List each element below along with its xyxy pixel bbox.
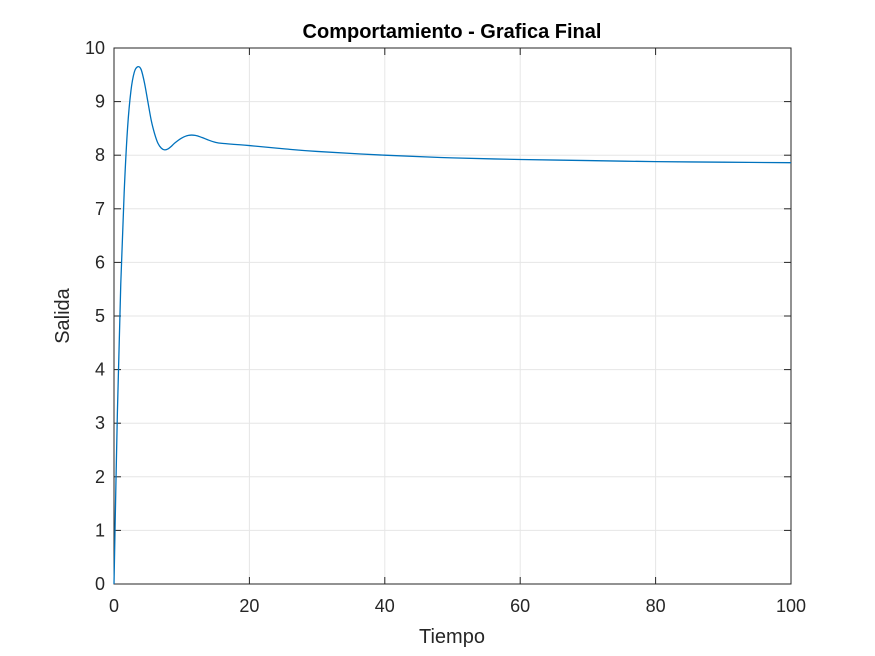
y-axis-label: Salida	[52, 287, 74, 343]
x-tick-label-0: 0	[109, 596, 119, 616]
grid	[114, 48, 791, 584]
tick-labels: 0 20 40 60 80 100 0 1 2 3 4 5 6 7 8 9 10	[85, 38, 806, 616]
y-tick-label-9: 9	[95, 92, 105, 112]
series	[113, 65, 792, 585]
x-axis-label: Tiempo	[419, 626, 485, 648]
x-tick-label-4: 80	[646, 596, 666, 616]
y-tick-label-5: 5	[95, 306, 105, 326]
x-tick-label-3: 60	[510, 596, 530, 616]
y-tick-label-7: 7	[95, 199, 105, 219]
series-line-0	[113, 65, 792, 585]
y-tick-label-4: 4	[95, 360, 105, 380]
y-tick-label-2: 2	[95, 467, 105, 487]
y-tick-label-1: 1	[95, 520, 105, 540]
chart-title: Comportamiento - Grafica Final	[303, 21, 602, 43]
y-tick-label-10: 10	[85, 38, 105, 58]
x-tick-label-5: 100	[776, 596, 806, 616]
x-tick-label-1: 20	[239, 596, 259, 616]
y-tick-label-3: 3	[95, 413, 105, 433]
axes	[113, 47, 792, 585]
y-tick-label-8: 8	[95, 145, 105, 165]
y-tick-label-0: 0	[95, 574, 105, 594]
y-tick-label-6: 6	[95, 252, 105, 272]
x-tick-label-2: 40	[375, 596, 395, 616]
